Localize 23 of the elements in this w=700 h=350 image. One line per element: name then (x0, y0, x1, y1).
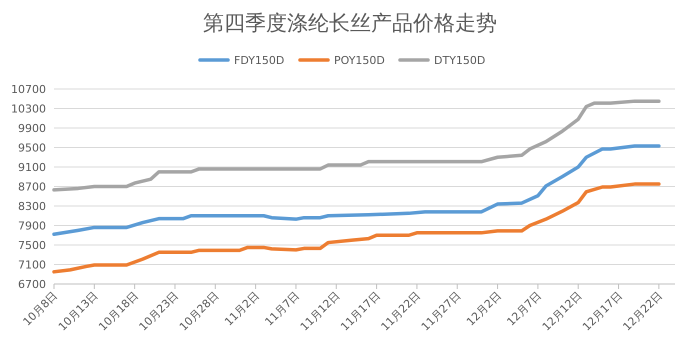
x-tick-label: 12月22日 (620, 288, 665, 334)
y-tick-label: 10300 (11, 102, 46, 116)
x-tick-label: 11月2日 (222, 288, 262, 329)
legend-label: FDY150D (234, 54, 284, 67)
y-tick-label: 10700 (11, 83, 46, 96)
y-tick-label: 7900 (18, 220, 46, 232)
x-tick-label: 12月2日 (464, 288, 504, 329)
x-tick-label: 11月27日 (418, 288, 464, 334)
y-tick-label: 8700 (18, 180, 46, 194)
line-series (52, 182, 661, 274)
y-tick-label: 9500 (18, 142, 46, 154)
line-series (52, 99, 661, 192)
chart-title: 第四季度涤纶长丝产品价格走势 (203, 11, 497, 35)
legend-label: DTY150D (434, 54, 486, 67)
y-tick-label: 6700 (18, 278, 46, 291)
line-series (52, 144, 661, 236)
y-tick-label: 9900 (18, 122, 46, 135)
y-tick-label: 7100 (18, 258, 46, 272)
y-tick-label: 9100 (18, 161, 46, 174)
legend-label: POY150D (334, 54, 385, 67)
y-tick-label: 7500 (18, 239, 46, 252)
x-tick-label: 10月28日 (176, 288, 222, 334)
y-tick-label: 8300 (18, 200, 46, 213)
